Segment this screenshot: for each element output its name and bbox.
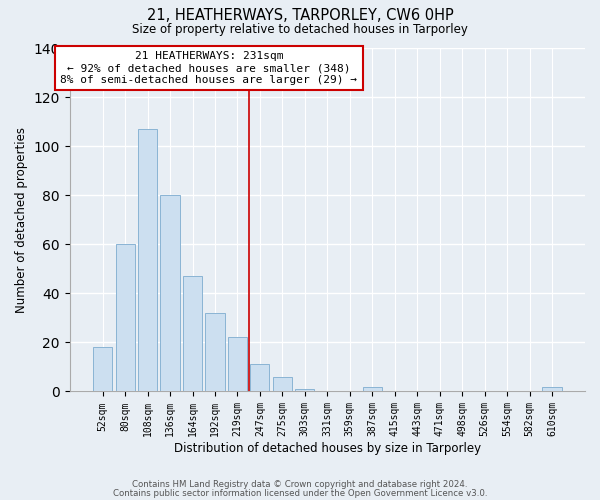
Text: 21 HEATHERWAYS: 231sqm
← 92% of detached houses are smaller (348)
8% of semi-det: 21 HEATHERWAYS: 231sqm ← 92% of detached…	[60, 52, 357, 84]
Text: Contains public sector information licensed under the Open Government Licence v3: Contains public sector information licen…	[113, 490, 487, 498]
X-axis label: Distribution of detached houses by size in Tarporley: Distribution of detached houses by size …	[174, 442, 481, 455]
Bar	[542, 386, 562, 392]
Text: Size of property relative to detached houses in Tarporley: Size of property relative to detached ho…	[132, 22, 468, 36]
Y-axis label: Number of detached properties: Number of detached properties	[15, 126, 28, 312]
Bar	[228, 338, 247, 392]
Bar	[273, 377, 292, 392]
Bar	[363, 386, 382, 392]
Bar	[183, 276, 202, 392]
Bar	[250, 364, 269, 392]
Bar	[160, 195, 179, 392]
Bar	[93, 348, 112, 392]
Bar	[205, 313, 224, 392]
Bar	[295, 389, 314, 392]
Text: 21, HEATHERWAYS, TARPORLEY, CW6 0HP: 21, HEATHERWAYS, TARPORLEY, CW6 0HP	[146, 8, 454, 22]
Text: Contains HM Land Registry data © Crown copyright and database right 2024.: Contains HM Land Registry data © Crown c…	[132, 480, 468, 489]
Bar	[116, 244, 134, 392]
Bar	[138, 129, 157, 392]
